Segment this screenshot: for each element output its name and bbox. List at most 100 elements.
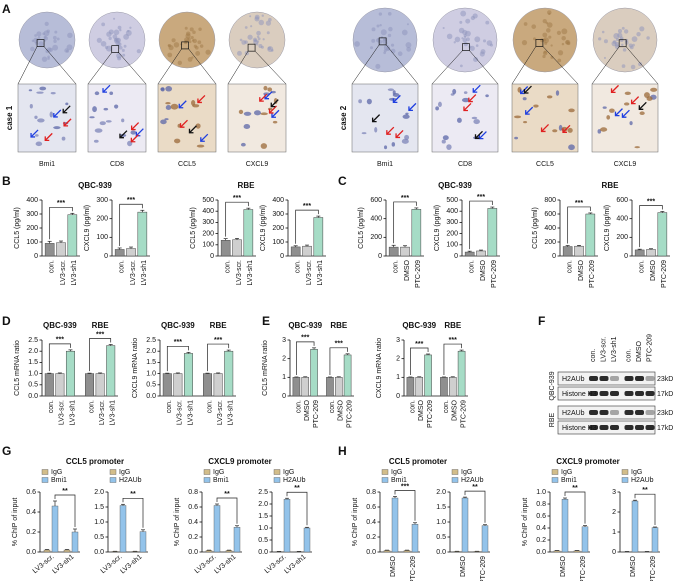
stain-spot <box>459 20 463 24</box>
zoom-image <box>157 83 217 153</box>
stain-spot <box>546 28 551 33</box>
panel-letter: F <box>538 314 545 328</box>
x-tick-label: PTC-209 <box>589 260 596 288</box>
y-tick-label: 200 <box>26 225 38 232</box>
cell <box>473 119 480 125</box>
cell <box>568 108 575 113</box>
legend-swatch <box>381 469 389 475</box>
significance-label: *** <box>335 341 343 348</box>
arrow <box>271 109 280 118</box>
bar <box>44 373 54 397</box>
x-tick-label: DMSO <box>304 399 311 421</box>
stain-spot <box>244 26 248 29</box>
legend-label: H2AUb <box>461 477 484 484</box>
stain-spot <box>617 29 623 34</box>
stain-spot <box>187 57 193 62</box>
stain-spot <box>548 35 552 39</box>
stain-spot <box>632 43 635 47</box>
bar <box>334 377 343 397</box>
y-axis-label: CXCL9 mRNA ratio <box>376 338 383 398</box>
bar <box>391 497 399 553</box>
stain-spot <box>482 39 487 43</box>
legend-label: H2AUb <box>283 477 306 484</box>
significance-label: ** <box>572 485 578 492</box>
y-tick-label: 0 <box>552 253 556 260</box>
cell <box>114 104 119 109</box>
cell <box>446 144 452 150</box>
stain-spot <box>37 36 41 39</box>
cell <box>374 127 378 133</box>
y-tick-label: 300 <box>446 219 458 226</box>
zoom-guide <box>385 44 419 85</box>
zoom-region <box>247 43 256 52</box>
arrow <box>615 108 623 117</box>
cell <box>514 136 519 140</box>
y-tick-label: 0.4 <box>188 519 198 526</box>
stain-spot <box>256 40 260 43</box>
y-tick-label: 400 <box>370 216 382 223</box>
x-tick-label: con. <box>329 400 336 413</box>
x-tick-label: con. <box>295 260 302 273</box>
stain-spot <box>531 24 537 29</box>
stain-spot <box>239 38 243 42</box>
protein-label: H2AUb <box>562 376 585 383</box>
y-tick-label: 0.4 <box>536 525 546 532</box>
significance-bracket <box>464 490 486 523</box>
blot-band <box>599 425 609 430</box>
stain-spot <box>190 35 194 40</box>
bar <box>562 246 573 257</box>
arrow-head <box>130 137 136 143</box>
stain-spot <box>545 21 549 25</box>
arrow-head <box>386 130 391 135</box>
stain-spot <box>380 29 387 36</box>
bar <box>225 550 233 553</box>
stain-spot <box>454 36 461 43</box>
blot-band <box>610 391 619 396</box>
stain-spot <box>192 30 196 35</box>
cell <box>609 108 615 113</box>
blot-band <box>624 391 634 396</box>
y-tick-label: 100 <box>26 239 38 246</box>
cell <box>402 114 410 119</box>
stain-spot <box>261 14 264 17</box>
zoom-region <box>378 37 387 46</box>
y-tick-label: 2.5 <box>146 337 156 344</box>
stain-spot <box>197 40 202 45</box>
stain-spot <box>191 39 195 42</box>
cell <box>401 138 409 144</box>
zoom-guide <box>625 46 659 85</box>
blot-band <box>599 376 609 381</box>
significance-label: *** <box>56 337 64 344</box>
arrow-head <box>178 103 184 109</box>
stain-spot <box>30 46 35 52</box>
bar <box>553 550 561 553</box>
y-tick-label: 1.5 <box>28 359 38 366</box>
arrow <box>189 125 197 134</box>
stain-spot <box>561 42 565 46</box>
stain-spot <box>630 64 636 70</box>
legend-label: Bmi1 <box>391 477 407 484</box>
arrow-head <box>270 102 276 108</box>
arrow-head <box>271 113 276 118</box>
bar <box>581 526 589 553</box>
significance-label: *** <box>575 200 583 207</box>
stain-spot <box>258 19 265 26</box>
significance-label: ** <box>642 487 648 494</box>
arrow-head <box>53 112 58 118</box>
stain-spot <box>479 51 485 57</box>
significance-label: *** <box>127 197 135 204</box>
bar <box>403 550 411 553</box>
stain-spot <box>379 23 382 27</box>
significance-bracket <box>286 491 308 526</box>
x-tick-label: con. <box>443 400 450 413</box>
arrow <box>395 129 404 138</box>
stain-spot <box>390 43 395 47</box>
cell <box>65 102 69 106</box>
cell <box>485 94 489 98</box>
significance-bracket <box>119 203 143 246</box>
x-tick-label: LV3-sh1 <box>228 400 235 426</box>
y-axis-label: % ChIP of input <box>352 498 359 547</box>
bar <box>220 240 231 257</box>
cell <box>174 138 181 144</box>
x-tick-label: LV3-sh1 <box>69 400 76 426</box>
